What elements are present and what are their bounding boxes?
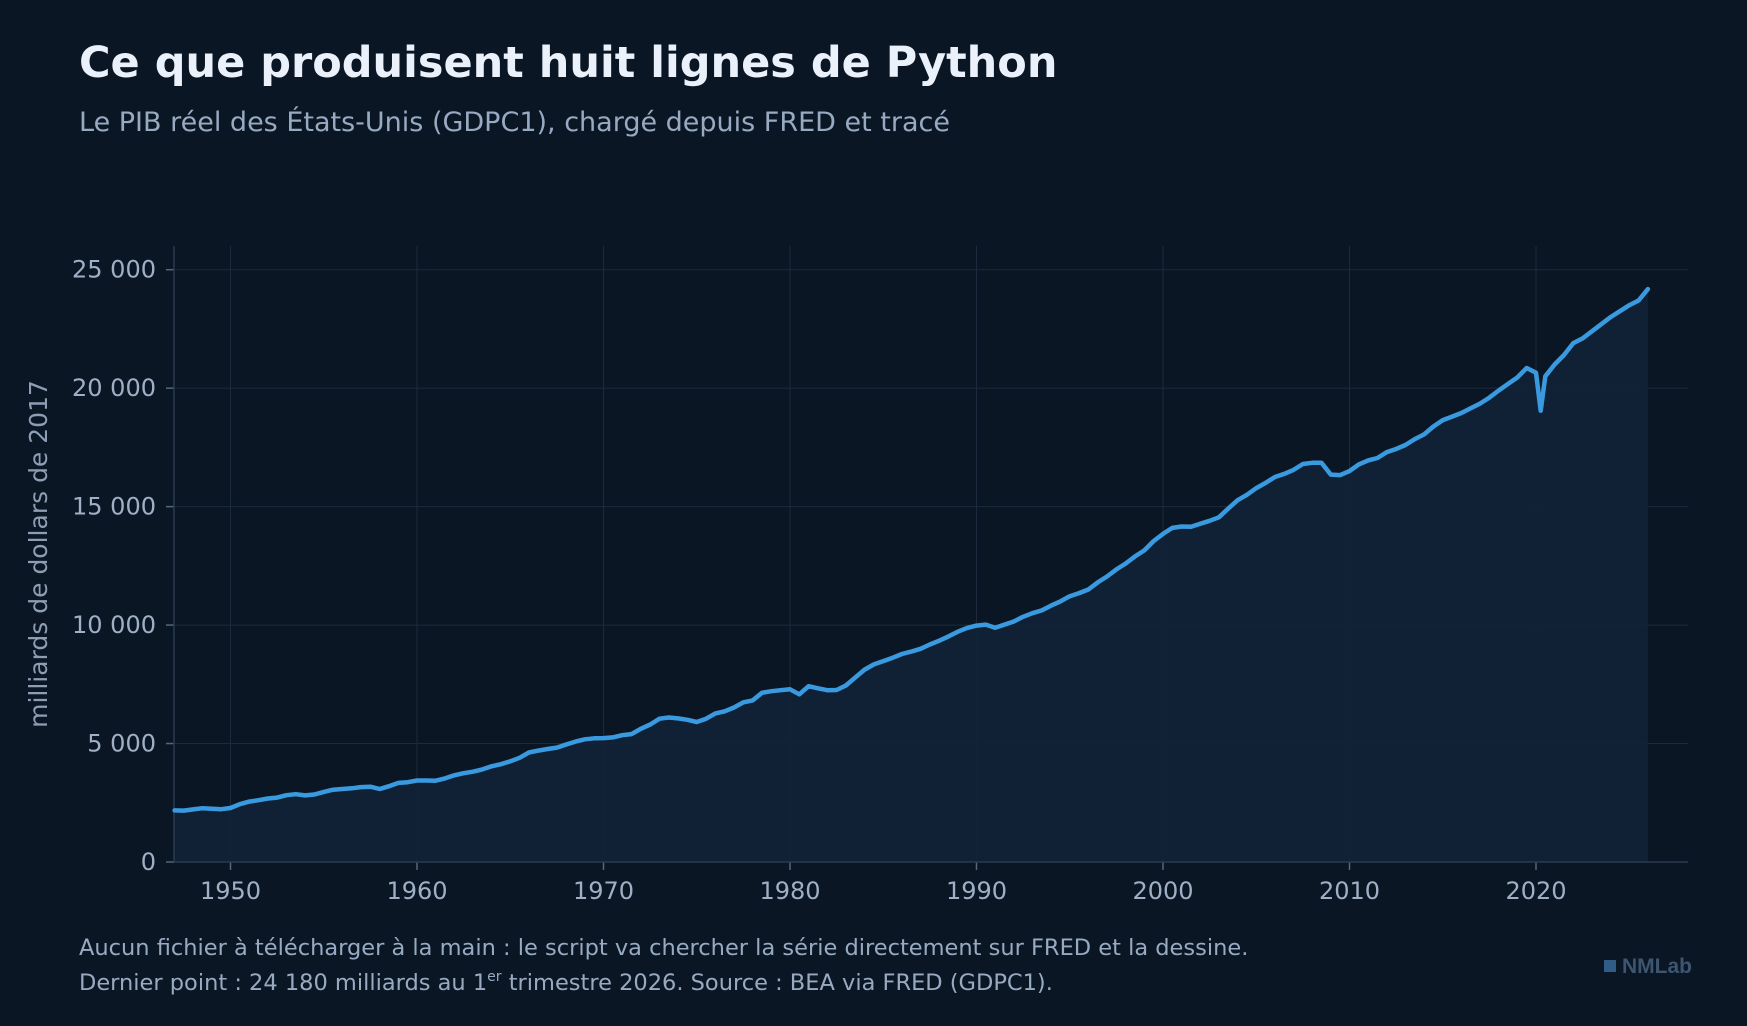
footnote-superscript: er (487, 969, 502, 985)
y-axis-title: milliards de dollars de 2017 (24, 380, 53, 728)
x-tick-label: 1990 (946, 877, 1007, 905)
footnote-line-2-end: trimestre 2026. Source : BEA via FRED (G… (501, 970, 1053, 996)
y-tick-label: 20 000 (72, 374, 156, 402)
x-tick-label: 2010 (1319, 877, 1380, 905)
x-tick-label: 1970 (573, 877, 634, 905)
x-tick-label: 1960 (386, 877, 447, 905)
x-tick-label: 2020 (1505, 877, 1566, 905)
y-tick-label: 10 000 (72, 611, 156, 639)
y-tick-label: 5 000 (87, 730, 156, 758)
chart-subtitle: Le PIB réel des États-Unis (GDPC1), char… (79, 107, 951, 138)
gdp-series-line (172, 286, 1651, 813)
brand-square-icon (1604, 960, 1616, 972)
chart-axes (166, 246, 1688, 870)
brand-logo: NMLab (1604, 955, 1692, 979)
area-fill (174, 289, 1648, 863)
footnote-line-1: Aucun fichier à télécharger à la main : … (79, 935, 1249, 961)
chart-title: Ce que produisent huit lignes de Python (79, 38, 1058, 88)
x-tick-label: 1980 (759, 877, 820, 905)
y-tick-label: 15 000 (72, 493, 156, 521)
tick-labels: 0 5 000 10 000 15 000 20 000 25 000 1950 1960 19… (72, 256, 1567, 905)
x-tick-label: 1950 (200, 877, 261, 905)
y-tick-label: 0 (141, 848, 156, 876)
footnote-line-2: Dernier point : 24 180 milliards au 1er … (79, 970, 1053, 996)
footnote-line-2-start: Dernier point : 24 180 milliards au 1 (79, 970, 488, 996)
y-tick-label: 25 000 (72, 256, 156, 284)
brand-name: NMLab (1622, 955, 1692, 978)
x-tick-label: 2000 (1132, 877, 1193, 905)
